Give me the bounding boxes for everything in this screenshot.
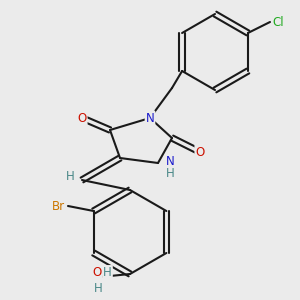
Text: H: H [103, 266, 112, 279]
Text: O: O [195, 146, 205, 158]
Text: N: N [146, 112, 154, 124]
Text: Br: Br [52, 200, 65, 212]
Text: N: N [166, 155, 174, 168]
Text: Cl: Cl [273, 16, 284, 28]
Text: H: H [66, 170, 75, 184]
Text: H: H [166, 167, 174, 180]
Text: H: H [94, 283, 103, 296]
Text: O: O [77, 112, 87, 124]
Text: O: O [92, 266, 102, 279]
